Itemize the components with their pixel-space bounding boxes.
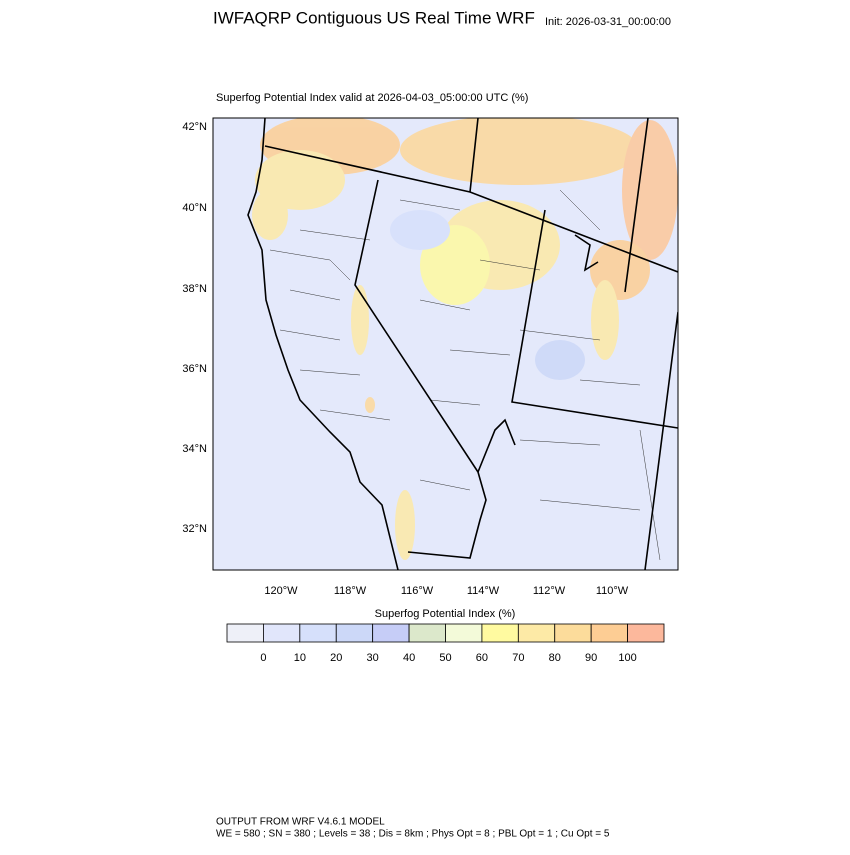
- colorbar-box: [590, 623, 628, 643]
- colorbar-box: [226, 623, 264, 643]
- colorbar-box: [517, 623, 556, 643]
- map-frame: [212, 117, 679, 571]
- lat-label: 32°N: [182, 523, 207, 535]
- colorbar-label: 10: [294, 652, 306, 664]
- init-label: Init: 2026-03-31_00:00:00: [545, 16, 671, 28]
- colorbar-label: 80: [549, 652, 561, 664]
- lon-label: 114°W: [467, 585, 500, 597]
- county-lines: [269, 189, 661, 561]
- colorbar-title: Superfog Potential Index (%): [375, 608, 516, 620]
- lon-label: 112°W: [533, 585, 566, 597]
- lat-label: 34°N: [182, 443, 207, 455]
- colorbar-box: [263, 623, 301, 643]
- colorbar-label: 0: [260, 652, 266, 664]
- colorbar-box: [445, 623, 483, 643]
- colorbar-label: 90: [585, 652, 597, 664]
- colorbar-box: [627, 623, 665, 643]
- colorbar-box: [481, 623, 519, 643]
- map: [212, 117, 679, 571]
- lon-label: 116°W: [401, 585, 434, 597]
- colorbar-label: 100: [618, 652, 636, 664]
- colorbar-box: [554, 623, 592, 643]
- colorado-river: [477, 418, 516, 473]
- footer-line1: OUTPUT FROM WRF V4.6.1 MODEL: [216, 817, 385, 828]
- great-salt-lake: [574, 234, 599, 272]
- coastline: [247, 118, 399, 570]
- warm-field: [252, 118, 678, 560]
- colorbar-label: 20: [330, 652, 342, 664]
- lat-label: 42°N: [182, 121, 207, 133]
- colorbar-label: 70: [512, 652, 524, 664]
- colorbar-label: 60: [476, 652, 488, 664]
- colorbar-label: 50: [439, 652, 451, 664]
- colorbar-label: 40: [403, 652, 415, 664]
- colorbar-box: [335, 623, 374, 643]
- lat-labels: 42°N 40°N 38°N 36°N 34°N 32°N: [182, 121, 207, 535]
- colorbar: 0 10 20 30 40 50 60 70 80 90 100: [226, 623, 665, 664]
- state-line-ca: [354, 179, 487, 559]
- colorbar-box: [408, 623, 446, 643]
- state-line-nv-ut: [511, 209, 678, 429]
- colorbar-box: [299, 623, 337, 643]
- colorbar-box: [372, 623, 410, 643]
- lat-label: 36°N: [182, 363, 207, 375]
- map-subtitle: Superfog Potential Index valid at 2026-0…: [216, 92, 528, 104]
- lon-labels: 120°W 118°W 116°W 114°W 112°W 110°W: [264, 585, 628, 597]
- lat-label: 40°N: [182, 202, 207, 214]
- title: IWFAQRP Contiguous US Real Time WRF: [213, 8, 535, 27]
- lon-label: 120°W: [264, 585, 298, 597]
- lat-label: 38°N: [182, 283, 207, 295]
- colorbar-label: 30: [367, 652, 379, 664]
- lon-label: 110°W: [596, 585, 629, 597]
- lon-label: 118°W: [334, 585, 367, 597]
- footer-line2: WE = 580 ; SN = 380 ; Levels = 38 ; Dis …: [216, 829, 610, 840]
- state-line-east: [469, 118, 678, 570]
